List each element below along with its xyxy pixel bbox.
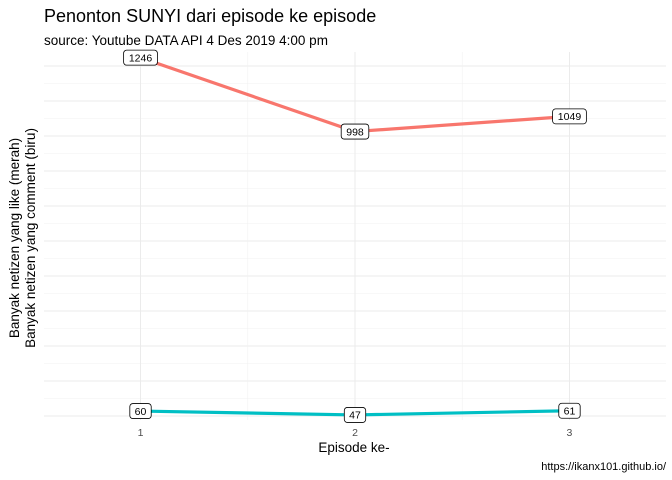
x-tick-label: 1 bbox=[138, 427, 144, 439]
x-tick-label: 2 bbox=[352, 427, 358, 439]
x-axis-title: Episode ke- bbox=[318, 440, 389, 455]
data-label: 47 bbox=[343, 407, 367, 423]
data-label: 60 bbox=[129, 403, 152, 419]
chart-caption: https://ikanx101.github.io/ bbox=[541, 461, 667, 473]
data-label-box bbox=[123, 49, 158, 66]
y-axis-title-line-2: Banyak netizen yang comment (biru) bbox=[23, 128, 38, 348]
data-label-text: 61 bbox=[564, 406, 576, 418]
data-label-text: 47 bbox=[349, 410, 361, 422]
data-label-text: 998 bbox=[346, 126, 364, 138]
data-labels: 1246 998 1049 60 47 61 bbox=[123, 49, 587, 423]
grid bbox=[44, 52, 666, 420]
x-tick-label: 3 bbox=[567, 427, 573, 439]
data-label-text: 1246 bbox=[129, 52, 153, 64]
data-label-box bbox=[552, 108, 587, 125]
y-axis-title-line-1: Banyak netizen yang like (merah) bbox=[7, 138, 22, 338]
data-label: 61 bbox=[558, 402, 581, 419]
data-label: 1049 bbox=[552, 108, 587, 125]
data-label-box bbox=[558, 402, 581, 419]
data-label-box bbox=[340, 123, 370, 140]
data-label-text: 1049 bbox=[558, 111, 582, 123]
data-label: 1246 bbox=[123, 49, 158, 66]
chart-subtitle: source: Youtube DATA API 4 Des 2019 4:00… bbox=[44, 33, 328, 48]
data-label: 998 bbox=[340, 123, 370, 140]
chart-title: Penonton SUNYI dari episode ke episode bbox=[44, 6, 376, 26]
data-label-box bbox=[129, 403, 152, 419]
data-label-text: 60 bbox=[135, 406, 147, 418]
x-tick-labels: 1 2 3 bbox=[138, 427, 573, 439]
data-label-box bbox=[343, 407, 367, 423]
